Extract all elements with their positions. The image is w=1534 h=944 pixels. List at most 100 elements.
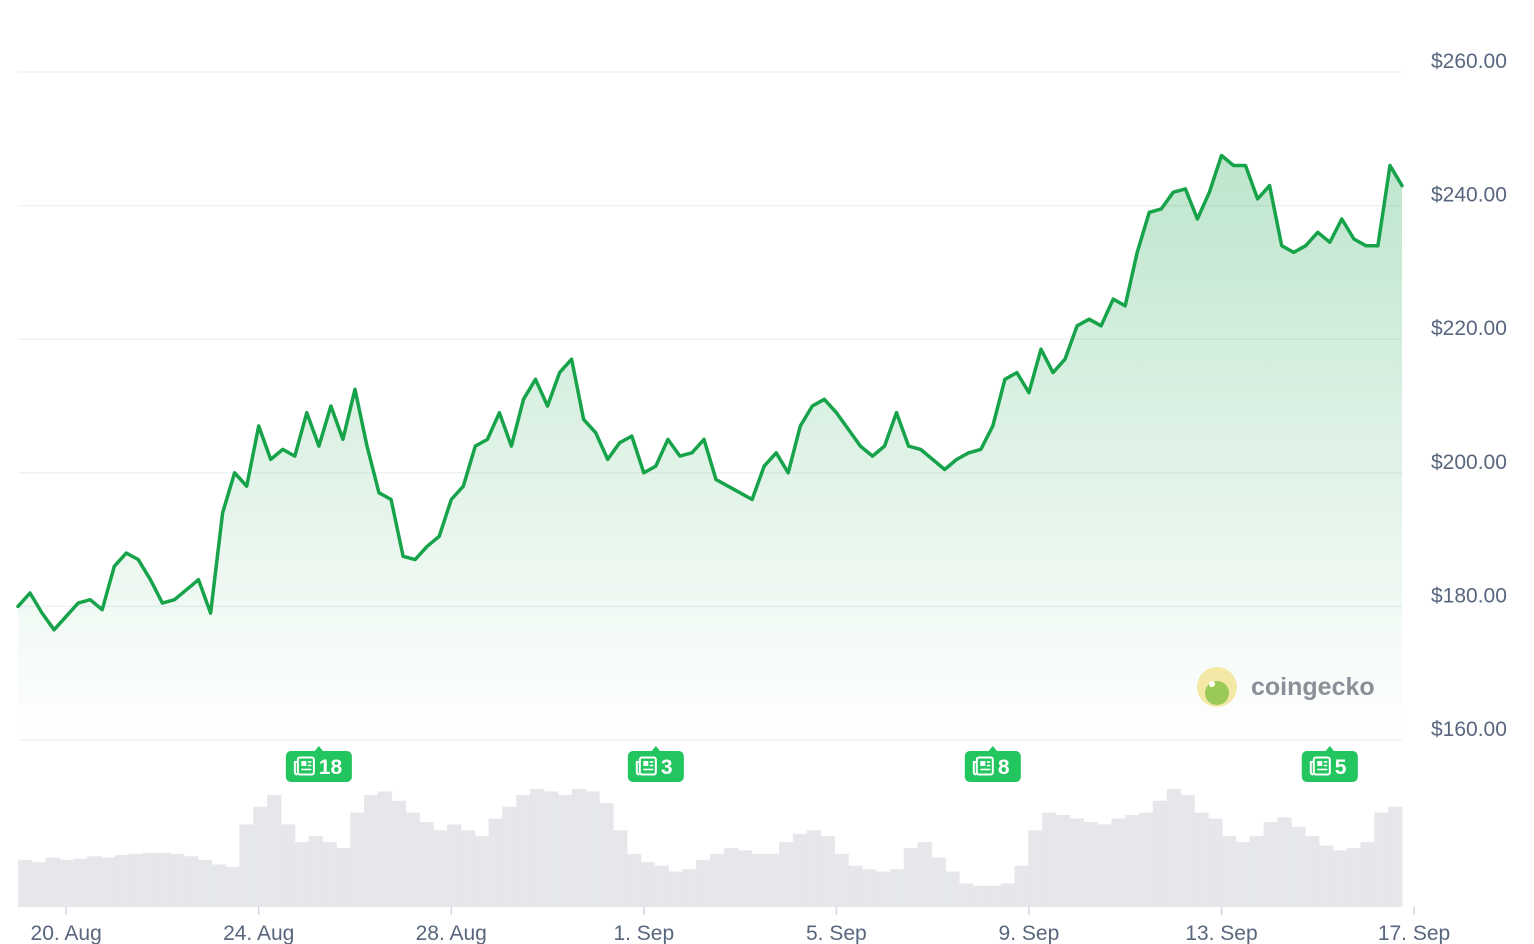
volume-bar	[31, 862, 47, 907]
volume-bar	[1263, 822, 1278, 907]
volume-bar	[142, 852, 157, 907]
news-marker[interactable]: 3	[627, 746, 684, 782]
y-tick-label: $160.00	[1431, 718, 1507, 741]
volume-bar	[225, 866, 240, 907]
volume-bar	[1111, 818, 1126, 907]
volume-bar	[419, 822, 434, 907]
volume-bar	[502, 806, 517, 907]
x-tick-label: 17. Sep	[1378, 922, 1450, 944]
news-count: 3	[661, 756, 673, 779]
volume-bar	[211, 864, 226, 907]
y-axis-labels: $260.00 $240.00 $220.00 $200.00 $180.00 $160.…	[1431, 50, 1507, 741]
coingecko-wordmark: coingecko	[1251, 673, 1375, 701]
price-area	[18, 155, 1402, 740]
x-tick-label: 24. Aug	[223, 922, 294, 944]
volume-bar	[1152, 800, 1168, 907]
volume-bar	[267, 794, 282, 907]
volume-bars	[18, 789, 1403, 907]
volume-bar	[1166, 789, 1181, 907]
x-tick-label: 9. Sep	[999, 922, 1060, 944]
volume-bar	[336, 848, 351, 907]
volume-bar	[889, 869, 905, 907]
volume-bar	[59, 859, 74, 907]
volume-bar	[1180, 794, 1195, 907]
volume-bar	[571, 789, 586, 907]
volume-bar	[73, 858, 88, 907]
volume-bar	[488, 818, 503, 907]
volume-bar	[1208, 818, 1223, 907]
volume-bar	[710, 853, 725, 907]
volume-bar	[945, 871, 960, 907]
y-tick-label: $260.00	[1431, 50, 1507, 73]
volume-bar	[848, 865, 863, 907]
volume-bar	[599, 803, 614, 907]
y-tick-label: $220.00	[1431, 317, 1507, 340]
volume-bar	[613, 830, 628, 907]
volume-bar	[322, 842, 337, 907]
x-tick-label: 13. Sep	[1185, 922, 1257, 944]
y-tick-label: $240.00	[1431, 184, 1507, 207]
newspaper-icon	[1309, 756, 1331, 776]
news-marker[interactable]: 18	[285, 746, 352, 782]
volume-bar	[530, 789, 545, 907]
volume-bar	[682, 869, 697, 907]
news-count: 5	[1335, 756, 1347, 779]
volume-bar	[557, 794, 572, 907]
volume-bar	[474, 836, 489, 907]
volume-bar	[696, 859, 711, 907]
news-count: 18	[319, 756, 343, 779]
volume-bar	[1360, 842, 1375, 907]
news-markers[interactable]: 18 3 8 5	[285, 746, 1358, 782]
news-count: 8	[998, 756, 1010, 779]
volume-bar	[668, 871, 683, 907]
volume-bar	[543, 791, 559, 907]
volume-bar	[1318, 845, 1334, 907]
volume-bar	[239, 824, 254, 907]
volume-bar	[253, 806, 268, 907]
volume-bar	[751, 853, 766, 907]
volume-bar	[364, 794, 379, 907]
volume-bar	[876, 871, 891, 907]
news-pointer	[650, 746, 661, 752]
volume-bar	[737, 850, 752, 907]
volume-bar	[447, 824, 462, 907]
volume-bar	[862, 869, 877, 907]
volume-bar	[1222, 836, 1237, 907]
news-pointer	[1324, 746, 1335, 752]
x-tick-label: 5. Sep	[806, 922, 867, 944]
volume-bar	[377, 791, 393, 907]
news-marker[interactable]: 8	[964, 746, 1021, 782]
volume-bar	[1014, 865, 1029, 907]
volume-bar	[1028, 830, 1043, 907]
volume-bar	[170, 853, 185, 907]
volume-bar	[640, 862, 656, 907]
volume-bar	[1332, 850, 1348, 907]
volume-bar	[626, 853, 642, 907]
volume-bar	[779, 842, 794, 907]
x-axis-labels: 20. Aug 24. Aug 28. Aug 1. Sep 5. Sep 9. Sep 1…	[31, 907, 1450, 944]
volume-bar	[114, 855, 130, 907]
volume-bar	[391, 800, 406, 907]
volume-bar	[18, 859, 33, 907]
newspaper-icon	[293, 756, 315, 776]
news-pointer	[313, 746, 324, 752]
volume-bar	[1346, 848, 1361, 907]
volume-bar	[294, 842, 310, 907]
volume-bar	[45, 857, 60, 907]
volume-bar	[280, 824, 296, 907]
volume-bar	[1235, 842, 1251, 907]
y-tick-label: $200.00	[1431, 451, 1507, 474]
volume-bar	[806, 830, 822, 907]
volume-bar	[1125, 814, 1140, 907]
x-tick-label: 1. Sep	[613, 922, 674, 944]
volume-bar	[1000, 883, 1015, 907]
volume-bar	[197, 859, 213, 907]
coingecko-watermark: coingecko	[1197, 667, 1375, 707]
volume-bar	[101, 857, 116, 907]
price-area-fill	[18, 155, 1402, 740]
volume-bar	[1139, 812, 1154, 907]
volume-bar	[1069, 818, 1085, 907]
news-marker[interactable]: 5	[1301, 746, 1358, 782]
news-pointer	[987, 746, 998, 752]
